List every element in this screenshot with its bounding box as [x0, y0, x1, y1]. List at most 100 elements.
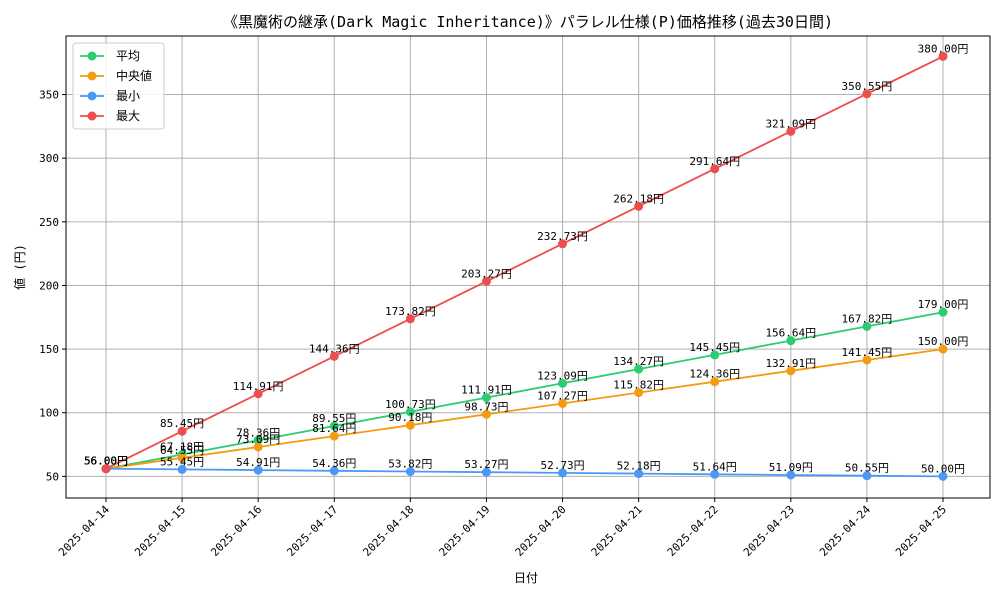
data-label: 203.27円 [461, 267, 512, 280]
data-label: 67.18円 [160, 440, 204, 453]
data-label: 350.55円 [842, 80, 893, 93]
y-tick-label: 300 [39, 152, 59, 165]
data-point [481, 276, 491, 286]
x-axis-label: 日付 [514, 571, 538, 585]
x-tick-label: 2025-04-23 [741, 503, 797, 559]
grid [66, 36, 990, 498]
legend-entry: 平均 [116, 49, 140, 63]
data-point [329, 421, 339, 431]
x-tick-label: 2025-04-18 [360, 503, 416, 559]
series-line [105, 55, 944, 470]
series-lines [105, 55, 944, 478]
data-label: 50.00円 [921, 462, 965, 475]
legend-marker [87, 91, 97, 101]
data-label: 54.36円 [312, 457, 356, 470]
data-label: 64.55円 [160, 444, 204, 457]
data-label: 167.82円 [842, 312, 893, 325]
data-point [405, 420, 415, 430]
data-point [558, 468, 568, 478]
data-point [329, 466, 339, 476]
data-label: 134.27円 [613, 355, 664, 368]
data-label: 50.55円 [845, 462, 889, 475]
data-label: 144.36円 [309, 342, 360, 355]
data-label: 173.82円 [385, 305, 436, 318]
legend-box [72, 42, 165, 130]
series-line [105, 311, 944, 470]
data-point [558, 239, 568, 249]
data-point [786, 470, 796, 480]
series-line [105, 467, 944, 478]
data-point [481, 409, 491, 419]
data-point [558, 398, 568, 408]
data-point [786, 336, 796, 346]
data-label: 56.00円 [84, 455, 128, 468]
x-tick-label: 2025-04-24 [817, 503, 873, 559]
data-label: 179.00円 [918, 298, 969, 311]
legend-marker [87, 51, 97, 61]
data-label: 81.64円 [312, 422, 356, 435]
series-points [101, 51, 948, 481]
data-label: 90.18円 [388, 411, 432, 424]
data-label: 100.73円 [385, 398, 436, 411]
data-label: 114.91円 [233, 380, 284, 393]
x-tick-label: 2025-04-20 [513, 503, 569, 559]
data-point [405, 467, 415, 477]
data-point [558, 378, 568, 388]
legend-entry: 最小 [116, 89, 140, 103]
data-label: 89.55円 [312, 412, 356, 425]
data-point [710, 469, 720, 479]
data-label: 54.91円 [236, 456, 280, 469]
data-label: 115.82円 [613, 379, 664, 392]
data-point [634, 201, 644, 211]
data-label: 262.18円 [613, 192, 664, 205]
data-label: 232.73円 [537, 230, 588, 243]
data-label: 156.64円 [765, 327, 816, 340]
y-axis-label: 値 (円) [12, 244, 27, 290]
data-point [862, 355, 872, 365]
plot-frame [65, 35, 991, 499]
data-point [938, 51, 948, 61]
data-label: 123.09円 [537, 369, 588, 382]
x-axis-ticks: 2025-04-14 2025-04-15 2025-04-16 2025-04-17… [56, 498, 949, 559]
data-point [481, 467, 491, 477]
data-point [862, 89, 872, 99]
x-tick-label: 2025-04-14 [56, 503, 112, 559]
data-point [938, 307, 948, 317]
data-point [710, 350, 720, 360]
data-point [405, 407, 415, 417]
data-label: 291.64円 [689, 155, 740, 168]
data-label: 132.91円 [765, 357, 816, 370]
data-label: 380.00円 [918, 42, 969, 55]
data-point [634, 388, 644, 398]
x-tick-label: 2025-04-25 [893, 503, 949, 559]
data-point [634, 469, 644, 479]
data-point [329, 431, 339, 441]
data-label: 56.00円 [84, 455, 128, 468]
legend-marker [87, 111, 97, 121]
data-label: 56.00円 [84, 455, 128, 468]
x-tick-label: 2025-04-22 [665, 503, 721, 559]
data-point [177, 464, 187, 474]
data-label: 141.45円 [842, 346, 893, 359]
data-label: 56.00円 [84, 455, 128, 468]
data-label: 53.27円 [464, 458, 508, 471]
data-label: 321.09円 [765, 117, 816, 130]
chart-title: 《黒魔術の継承(Dark Magic Inheritance)》パラレル仕様(P… [223, 13, 833, 31]
series-line [105, 348, 944, 470]
y-axis-ticks: 50 100 150 200 250 300 350 [39, 89, 66, 483]
data-point [101, 464, 111, 474]
x-tick-label: 2025-04-15 [132, 503, 188, 559]
data-point [253, 465, 263, 475]
legend-marker [87, 71, 97, 81]
x-tick-label: 2025-04-17 [284, 503, 340, 559]
y-tick-label: 200 [39, 279, 59, 292]
data-point [405, 314, 415, 324]
data-label: 124.36円 [689, 368, 740, 381]
y-tick-label: 350 [39, 89, 59, 102]
data-label: 55.45円 [160, 455, 204, 468]
x-tick-label: 2025-04-19 [437, 503, 493, 559]
data-label: 150.00円 [918, 335, 969, 348]
data-point [253, 442, 263, 452]
